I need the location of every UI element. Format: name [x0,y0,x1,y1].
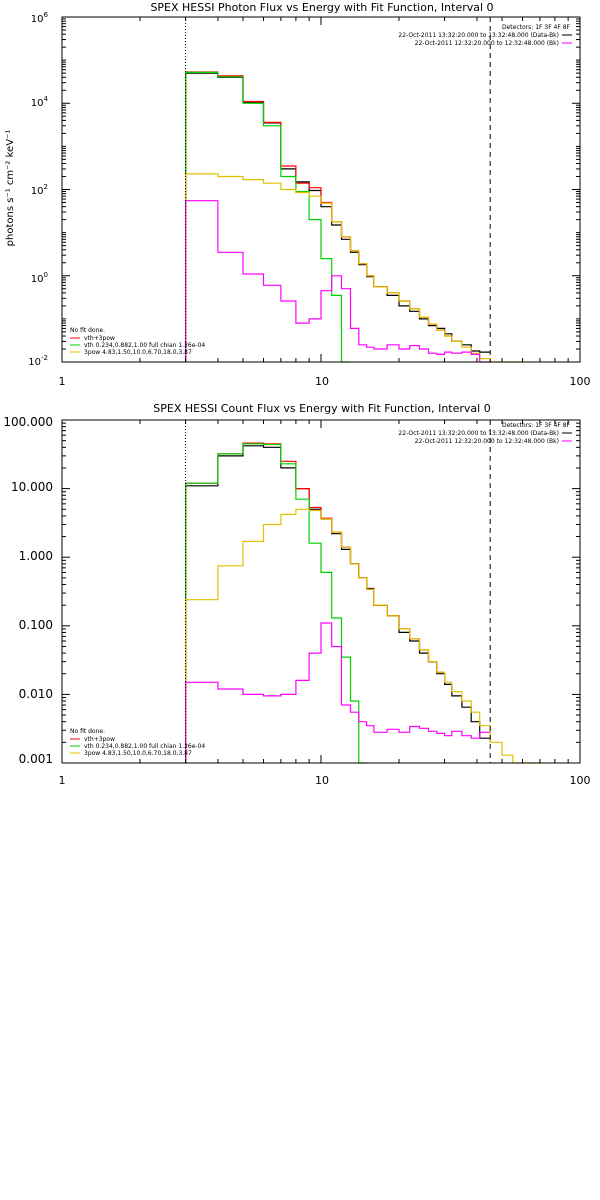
legend-bottom-left: No fit done. vth+3pow vth 0.234,0.882,1.… [70,728,205,757]
legend-entry: vth 0.234,0.882,1.00 full chian 1.26e-04 [84,743,205,750]
legend-header: Detectors: 1F 3F 4F 8F [502,422,571,429]
y-tick-label: 10.000 [11,480,53,494]
vertical-marker-layer [185,17,491,362]
series-layer [185,442,540,764]
y-tick-label: 10-2 [28,354,48,368]
legend-entry: vth+3pow [84,736,115,743]
photon-flux-panel: SPEX HESSI Photon Flux vs Energy with Fi… [5,1,591,388]
y-tick-label: 0.001 [19,752,53,766]
x-tick-labels: 1 10 100 [59,774,591,787]
y-tick-label: 106 [31,11,49,25]
y-tick-label: 100 [31,271,48,285]
legend-header: Detectors: 1F 3F 4F 8F [502,24,571,31]
y-tick-label: 100.000 [3,415,53,429]
y-tick-label: 104 [31,95,49,109]
chart-title: SPEX HESSI Photon Flux vs Energy with Fi… [150,1,493,14]
series-layer [185,71,523,363]
y-tick-label: 0.100 [19,618,53,632]
chart-title: SPEX HESSI Count Flux vs Energy with Fit… [153,402,490,415]
legend-bottom-left: No fit done. vth+3pow vth 0.234,0.882,1.… [70,327,205,356]
legend-entry: 22-Oct-2011 12:32:20.000 to 12:32:48.000… [415,438,559,445]
series-line-3pow [185,173,523,363]
y-tick-label: 0.010 [19,687,53,701]
legend-entry: vth+3pow [84,335,115,342]
legend-entry: 3pow 4.83,1.50,10.0,6.70,18.0,3.87 [84,349,192,356]
series-line-vth [185,443,367,764]
x-tick-label: 1 [59,375,66,388]
series-line-3pow [185,508,540,764]
y-tick-label: 102 [31,183,48,197]
legend-entry: 22-Oct-2011 13:32:20.000 to 13:32:48.000… [398,430,559,437]
tick-layer [61,419,580,764]
legend-top-right: Detectors: 1F 3F 4F 8F 22-Oct-2011 13:32… [398,422,572,445]
tick-layer [61,16,580,363]
series-line-bk [185,200,491,363]
legend-entry: vth 0.234,0.882,1.00 full chian 1.26e-04 [84,342,205,349]
y-tick-labels: 10-2 100 102 104 106 [28,11,48,368]
legend-entry: 22-Oct-2011 12:32:20.000 to 12:32:48.000… [415,40,559,47]
x-tick-label: 10 [315,375,329,388]
x-tick-label: 10 [315,774,329,787]
x-tick-labels: 1 10 100 [59,375,591,388]
legend-header: No fit done. [70,327,105,334]
series-line-bk [185,622,491,763]
legend-entry: 3pow 4.83,1.50,10.0,6.70,18.0,3.87 [84,750,192,757]
legend-entry: 22-Oct-2011 13:32:20.000 to 13:32:48.000… [398,32,559,39]
legend-top-right: Detectors: 1F 3F 4F 8F 22-Oct-2011 13:32… [398,24,572,47]
x-tick-label: 100 [570,375,591,388]
y-tick-label: 1.000 [19,549,53,563]
count-flux-panel: SPEX HESSI Count Flux vs Energy with Fit… [3,402,590,787]
x-tick-label: 1 [59,774,66,787]
vertical-marker-layer [185,420,491,763]
y-tick-labels: 100.000 10.000 1.000 0.100 0.010 0.001 [3,415,53,766]
x-tick-label: 100 [570,774,591,787]
y-axis-label: photons s⁻¹ cm⁻² keV⁻¹ [5,130,16,247]
legend-header: No fit done. [70,728,105,735]
